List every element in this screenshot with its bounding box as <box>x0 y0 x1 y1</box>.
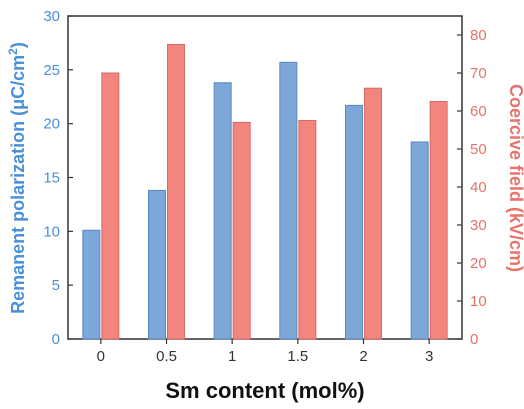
left-tick-label-4: 20 <box>43 116 60 133</box>
x-tick-label-2: 1 <box>228 348 236 365</box>
polarization-bar-3 <box>279 61 298 340</box>
right-tick-label-4: 40 <box>470 179 487 196</box>
left-tick-label-1: 5 <box>52 277 60 294</box>
left-axis-title-end: ) <box>8 42 28 48</box>
right-tick-label-7: 70 <box>470 65 487 82</box>
polarization-bar-1 <box>148 189 166 340</box>
polarization-bar-4 <box>345 104 363 340</box>
coercive-bar-4 <box>364 87 382 340</box>
polarization-bar-2 <box>213 82 232 340</box>
polarization-bar-0 <box>82 229 101 340</box>
coercive-bar-2 <box>232 121 251 340</box>
right-tick-label-3: 30 <box>470 217 487 234</box>
x-axis-title: Sm content (mol%) <box>165 378 364 403</box>
x-tick-label-3: 1.5 <box>287 348 308 365</box>
coercive-bar-3 <box>298 120 317 340</box>
right-tick-label-5: 50 <box>470 141 487 158</box>
right-tick-label-2: 20 <box>470 255 487 272</box>
left-tick-label-5: 25 <box>43 62 60 79</box>
polarization-bar-5 <box>410 141 429 340</box>
left-axis-ticks: 0 5 10 15 20 25 30 <box>43 8 73 348</box>
left-axis-title-main: Remanent polarization (μC/cm <box>8 55 28 314</box>
left-tick-label-6: 30 <box>43 8 60 25</box>
left-axis-title: Remanent polarization (μC/cm2) <box>6 42 28 314</box>
right-tick-label-0: 0 <box>470 331 478 348</box>
x-tick-label-5: 3 <box>425 348 433 365</box>
x-axis-ticks: 0 0.5 1 1.5 2 3 <box>97 339 433 365</box>
x-tick-label-4: 2 <box>359 348 367 365</box>
bars <box>82 44 448 340</box>
left-tick-label-3: 15 <box>43 170 60 187</box>
x-tick-label-0: 0 <box>97 348 105 365</box>
right-tick-label-1: 10 <box>470 293 487 310</box>
coercive-bar-0 <box>101 72 120 340</box>
coercive-bar-1 <box>167 44 185 340</box>
right-tick-label-8: 80 <box>470 27 487 44</box>
left-tick-label-0: 0 <box>52 331 60 348</box>
plot-frame <box>67 15 463 340</box>
left-tick-label-2: 10 <box>43 223 60 240</box>
x-tick-label-1: 0.5 <box>156 348 177 365</box>
right-tick-label-6: 60 <box>470 103 487 120</box>
left-axis-title-sup: 2 <box>6 48 20 55</box>
right-axis-ticks: 0 10 20 30 40 50 60 70 80 <box>457 27 487 348</box>
plot-area <box>67 15 463 340</box>
right-axis-title: Coercive field (kV/cm) <box>506 84 524 272</box>
coercive-bar-5 <box>429 101 448 340</box>
